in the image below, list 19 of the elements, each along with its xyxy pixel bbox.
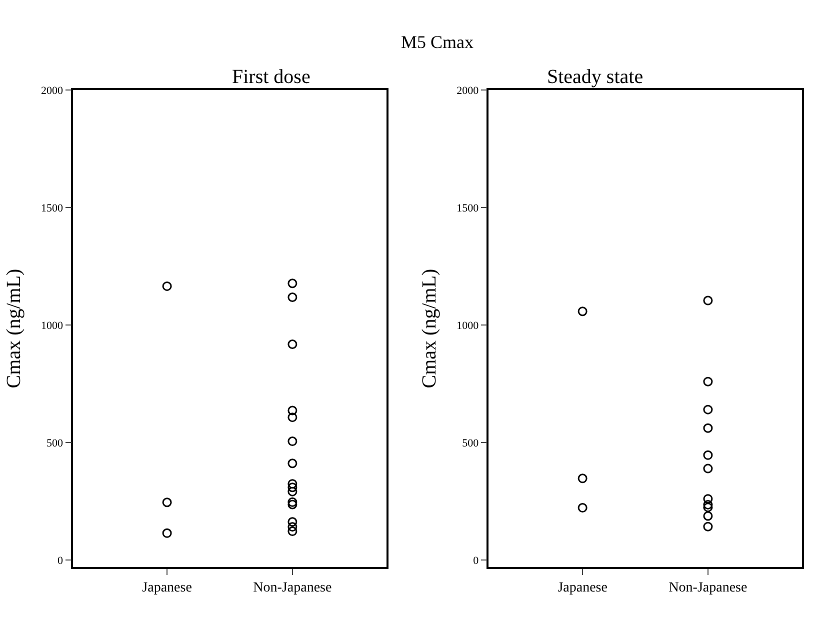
text: M5 Cmax bbox=[401, 32, 474, 52]
y-tick-label: 1500 bbox=[41, 202, 64, 214]
y-axis-title: Cmax (ng/mL) bbox=[3, 268, 26, 388]
y-tick-label: 500 bbox=[46, 437, 64, 450]
x-tick-label: Non-Japanese bbox=[668, 580, 748, 596]
y-tick-label: 2000 bbox=[41, 84, 64, 97]
chart-title: First dose bbox=[232, 66, 310, 88]
chart-title: Steady state bbox=[547, 66, 644, 88]
y-tick-label: 1000 bbox=[456, 320, 480, 332]
x-tick-label: Japanese bbox=[142, 580, 192, 596]
y-tick-label: 1000 bbox=[41, 320, 64, 332]
y-tick-label: 0 bbox=[473, 554, 480, 567]
y-tick-label: 1500 bbox=[456, 202, 480, 214]
y-tick-label: 500 bbox=[462, 437, 480, 450]
x-tick-label: Non-Japanese bbox=[253, 580, 332, 596]
y-axis-title: Cmax (ng/mL) bbox=[418, 268, 441, 388]
y-tick-label: 0 bbox=[58, 554, 64, 567]
x-tick-label: Japanese bbox=[558, 580, 608, 596]
y-tick-label: 2000 bbox=[456, 84, 480, 97]
